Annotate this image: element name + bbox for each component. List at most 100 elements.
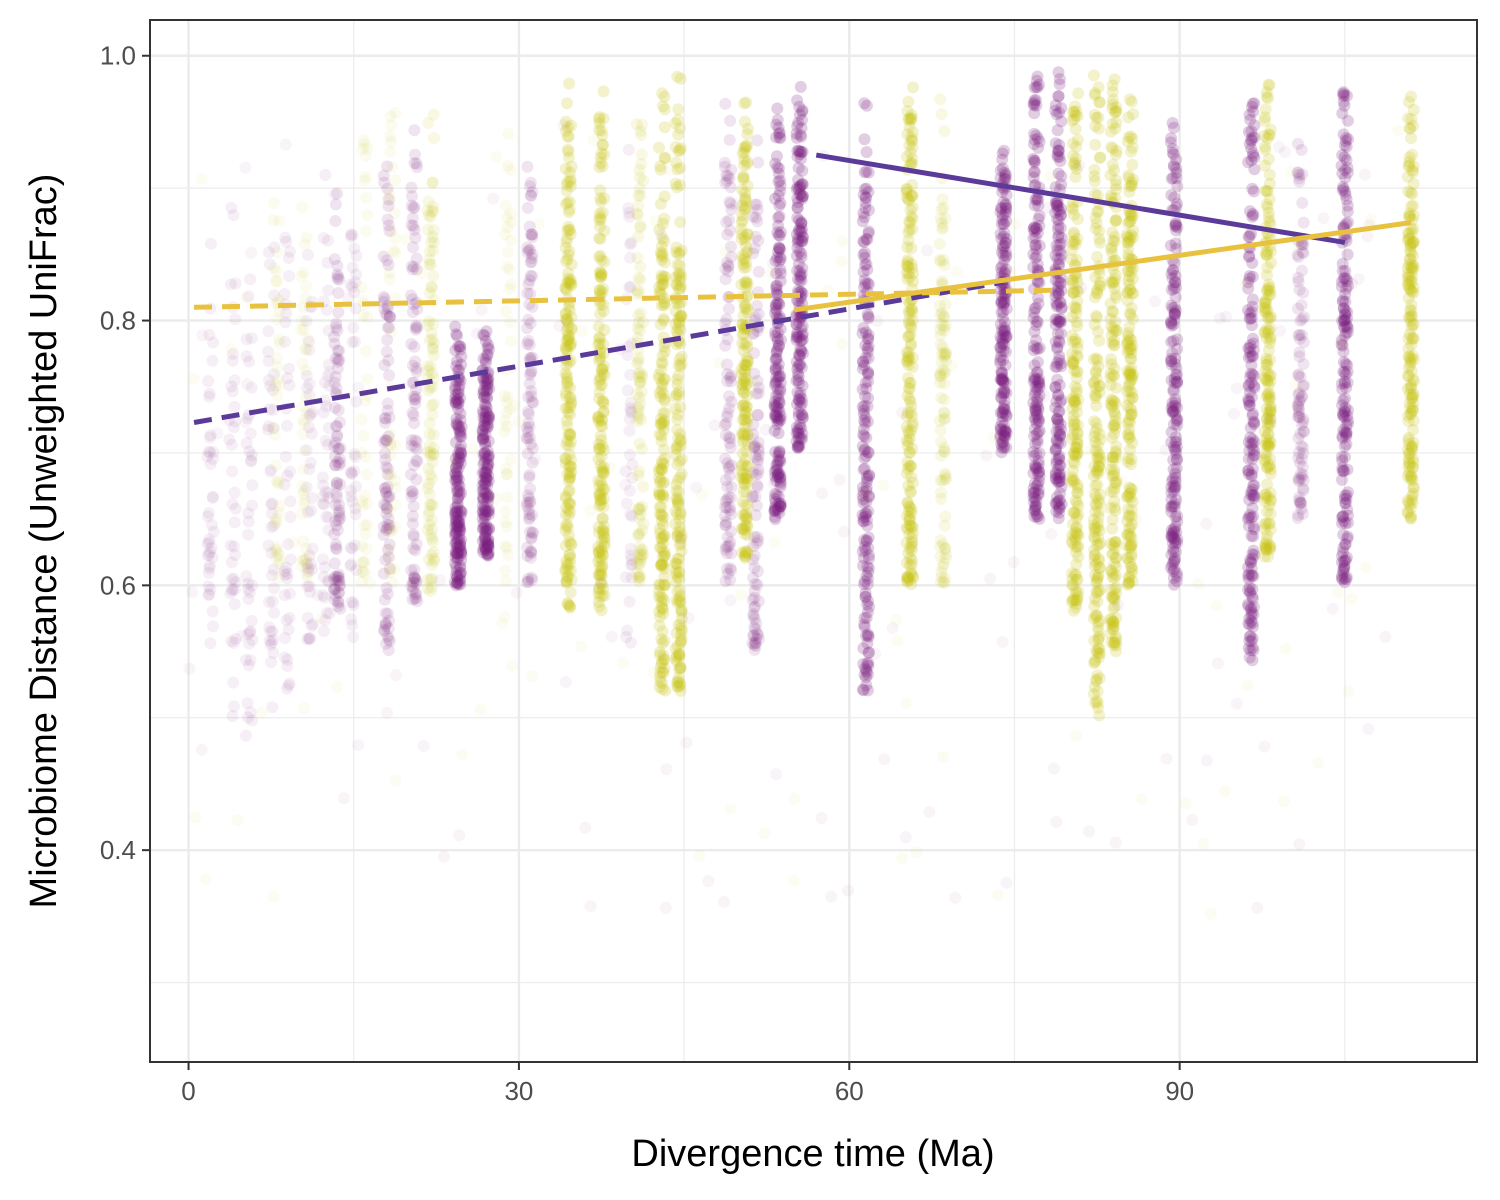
purple-data-point <box>244 427 257 440</box>
yellow-data-point <box>936 307 948 320</box>
yellow-data-point <box>902 234 915 247</box>
purple-data-point <box>409 397 422 410</box>
yellow-data-point <box>633 571 646 583</box>
purple-data-point <box>281 372 294 384</box>
purple-data-point <box>382 200 395 212</box>
purple-data-point <box>300 369 313 382</box>
purple-data-point <box>477 543 490 556</box>
purple-data-point <box>317 406 330 419</box>
purple-data-point <box>383 311 396 323</box>
purple-data-point <box>450 473 463 486</box>
purple-data-point <box>281 653 294 666</box>
yellow-data-point <box>905 190 918 203</box>
purple-data-point <box>725 564 738 577</box>
yellow-data-point <box>357 555 370 568</box>
yellow-data-point <box>738 519 751 532</box>
yellow-data-point <box>268 262 280 275</box>
purple-data-point <box>860 535 873 548</box>
purple-data-point <box>525 189 538 202</box>
purple-data-point <box>774 414 787 426</box>
yellow-data-point <box>659 297 672 310</box>
purple-data-point <box>265 656 278 669</box>
purple-data-point <box>332 270 345 283</box>
purple-data-point <box>452 397 465 410</box>
yellow-data-point <box>1107 547 1120 560</box>
yellow-data-point <box>670 478 683 491</box>
purple-data-point <box>283 379 296 392</box>
purple-data-point <box>1030 99 1043 112</box>
purple-data-point <box>381 462 394 475</box>
purple-data-point <box>1052 66 1065 79</box>
yellow-data-point <box>935 108 948 121</box>
purple-data-point <box>245 615 258 627</box>
purple-data-point <box>283 270 295 283</box>
purple-data-point <box>1054 501 1066 514</box>
purple-data-point <box>450 471 463 484</box>
purple-data-point <box>791 241 804 254</box>
purple-data-point <box>278 651 291 664</box>
yellow-data-point <box>633 411 645 424</box>
purple-data-point <box>451 519 464 532</box>
yellow-data-point <box>272 506 285 519</box>
purple-data-point <box>334 457 347 469</box>
purple-data-point <box>721 228 734 241</box>
purple-data-point <box>772 211 785 224</box>
purple-data-point <box>410 577 423 590</box>
purple-data-point <box>204 446 217 459</box>
purple-data-point <box>349 276 362 289</box>
yellow-data-point <box>561 253 574 266</box>
purple-data-point <box>267 563 280 576</box>
purple-data-point <box>451 394 464 407</box>
purple-data-point <box>861 342 874 355</box>
purple-data-point <box>380 499 393 512</box>
purple-data-point <box>334 602 347 615</box>
yellow-data-point <box>903 519 916 532</box>
purple-data-point <box>319 376 331 389</box>
purple-data-point <box>240 729 252 742</box>
purple-data-point <box>1032 291 1044 304</box>
purple-data-point <box>301 557 313 570</box>
yellow-data-point <box>1091 697 1104 710</box>
purple-data-point <box>377 250 390 263</box>
purple-data-point <box>203 588 216 601</box>
purple-data-point <box>478 415 491 428</box>
purple-data-point <box>451 547 464 560</box>
purple-data-point <box>1295 418 1308 431</box>
purple-data-point <box>450 360 463 373</box>
purple-data-point <box>242 577 255 590</box>
purple-data-point <box>205 518 218 531</box>
purple-data-point <box>380 582 393 594</box>
purple-data-point <box>241 711 254 724</box>
purple-data-point <box>378 625 391 638</box>
purple-data-point <box>450 569 463 582</box>
purple-data-point <box>406 576 419 589</box>
purple-data-point <box>406 306 419 318</box>
purple-data-point <box>246 714 258 727</box>
purple-data-point <box>774 185 787 198</box>
yellow-data-point <box>934 93 947 106</box>
purple-data-point <box>1247 449 1260 462</box>
yellow-data-point <box>562 509 575 522</box>
purple-data-point <box>411 455 424 468</box>
purple-data-point <box>348 448 361 461</box>
purple-data-point <box>331 259 344 272</box>
yellow-data-point <box>1090 674 1103 687</box>
purple-data-point <box>381 309 394 322</box>
purple-data-point <box>452 386 465 399</box>
purple-data-point <box>348 539 361 552</box>
purple-data-point <box>306 405 319 418</box>
purple-data-point <box>303 580 316 593</box>
yellow-data-point <box>562 475 575 488</box>
purple-data-point <box>449 501 462 514</box>
purple-data-point <box>791 273 804 286</box>
purple-data-point <box>451 329 464 342</box>
purple-data-point <box>329 570 341 583</box>
purple-data-point <box>450 560 463 573</box>
purple-point-column <box>994 144 1013 459</box>
purple-data-point <box>482 374 495 387</box>
purple-data-point <box>381 490 394 503</box>
purple-data-point <box>330 477 343 489</box>
purple-data-point <box>409 587 422 599</box>
purple-data-point <box>378 412 391 425</box>
purple-data-point <box>752 467 765 480</box>
